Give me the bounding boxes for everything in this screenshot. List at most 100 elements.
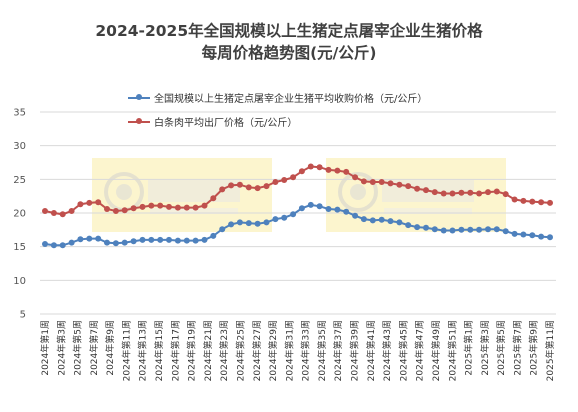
legend-swatch-carcass-price xyxy=(128,118,150,124)
data-point xyxy=(86,199,93,206)
x-tick-label: 2024年第11周 xyxy=(120,320,132,381)
data-point xyxy=(148,202,155,209)
data-point xyxy=(547,199,553,206)
data-point xyxy=(298,168,305,175)
data-point xyxy=(290,174,297,181)
data-point xyxy=(183,204,190,211)
data-point xyxy=(325,166,332,173)
data-point xyxy=(405,183,412,190)
x-tick-label: 2025年第11周 xyxy=(544,320,556,381)
y-tick-label: 10 xyxy=(13,276,26,287)
x-tick-label: 2025年第9周 xyxy=(528,320,540,376)
data-point xyxy=(42,241,48,247)
data-point xyxy=(95,199,102,206)
data-point xyxy=(121,239,128,246)
data-point xyxy=(396,219,403,226)
data-point xyxy=(511,230,518,237)
data-point xyxy=(59,211,66,218)
data-point xyxy=(334,206,341,213)
data-point xyxy=(520,197,527,204)
y-tick-label: 20 xyxy=(13,209,26,220)
data-point xyxy=(139,236,146,243)
x-tick-label: 2024年第47周 xyxy=(414,320,426,381)
chart-subtitle: 每周价格趋势图(元/公斤) xyxy=(201,44,377,62)
data-point xyxy=(307,201,314,208)
data-point xyxy=(174,204,181,211)
data-point xyxy=(201,202,208,209)
data-point xyxy=(157,236,164,243)
data-point xyxy=(130,238,137,245)
x-tick-label: 2024年第19周 xyxy=(186,320,198,381)
data-point xyxy=(431,189,438,196)
data-point xyxy=(174,237,181,244)
chart-title: 2024-2025年全国规模以上生猪定点屠宰企业生猪价格 xyxy=(95,22,483,40)
data-point xyxy=(236,181,243,188)
x-tick-label: 2024年第49周 xyxy=(430,320,442,381)
data-point xyxy=(547,234,553,241)
data-point xyxy=(245,220,252,227)
x-tick-label: 2024年第27周 xyxy=(251,320,263,381)
data-point xyxy=(369,179,376,185)
data-point xyxy=(529,198,536,205)
series-line-1 xyxy=(44,165,551,216)
data-point xyxy=(343,208,350,215)
data-point xyxy=(254,220,261,227)
data-point xyxy=(50,210,57,216)
data-point xyxy=(42,208,48,214)
data-point xyxy=(77,236,84,243)
legend-label-carcass-price: 白条肉平均出厂价格（元/公斤） xyxy=(154,118,298,129)
data-point xyxy=(139,203,146,210)
data-point xyxy=(538,199,545,206)
data-point xyxy=(493,226,500,233)
data-point xyxy=(219,186,226,193)
x-tick-label: 2025年第7周 xyxy=(511,320,523,376)
data-point xyxy=(529,232,536,239)
data-point xyxy=(112,208,119,214)
data-point xyxy=(307,163,314,170)
data-point xyxy=(414,185,421,192)
x-tick-label: 2025年第5周 xyxy=(495,320,507,376)
data-point xyxy=(360,216,367,223)
data-point xyxy=(254,185,261,192)
data-point xyxy=(210,195,217,202)
x-tick-label: 2025年第3周 xyxy=(479,320,491,376)
y-tick-label: 5 xyxy=(20,310,26,321)
data-point xyxy=(352,174,359,181)
data-point xyxy=(414,224,421,231)
series-line-0 xyxy=(44,203,551,247)
data-point xyxy=(316,164,323,171)
y-tick-label: 30 xyxy=(13,141,26,152)
data-point xyxy=(520,231,527,238)
data-point xyxy=(502,228,509,235)
data-point xyxy=(440,227,447,234)
data-point xyxy=(476,190,483,197)
data-point xyxy=(423,187,429,194)
data-point xyxy=(485,226,491,233)
data-point xyxy=(396,181,403,188)
data-point xyxy=(245,184,252,191)
data-point xyxy=(511,196,518,203)
x-tick-label: 2024年第51周 xyxy=(446,320,458,381)
x-tick-label: 2024年第29周 xyxy=(267,320,279,381)
data-point xyxy=(378,179,385,185)
data-point xyxy=(360,178,367,185)
data-point xyxy=(166,203,172,210)
data-point xyxy=(166,236,172,243)
data-point xyxy=(502,191,509,198)
data-point xyxy=(387,218,394,225)
data-point xyxy=(538,233,545,240)
data-point xyxy=(476,226,483,233)
data-point xyxy=(485,189,491,196)
data-point xyxy=(458,226,465,233)
data-point xyxy=(272,179,279,185)
data-point xyxy=(130,205,137,212)
data-point xyxy=(290,211,297,218)
x-tick-label: 2024年第1周 xyxy=(39,320,51,376)
x-tick-label: 2024年第39周 xyxy=(349,320,361,381)
y-tick-label: 35 xyxy=(13,108,26,119)
data-point xyxy=(228,221,235,228)
x-tick-label: 2024年第25周 xyxy=(234,320,246,381)
data-point xyxy=(104,239,110,246)
data-point xyxy=(440,190,447,197)
